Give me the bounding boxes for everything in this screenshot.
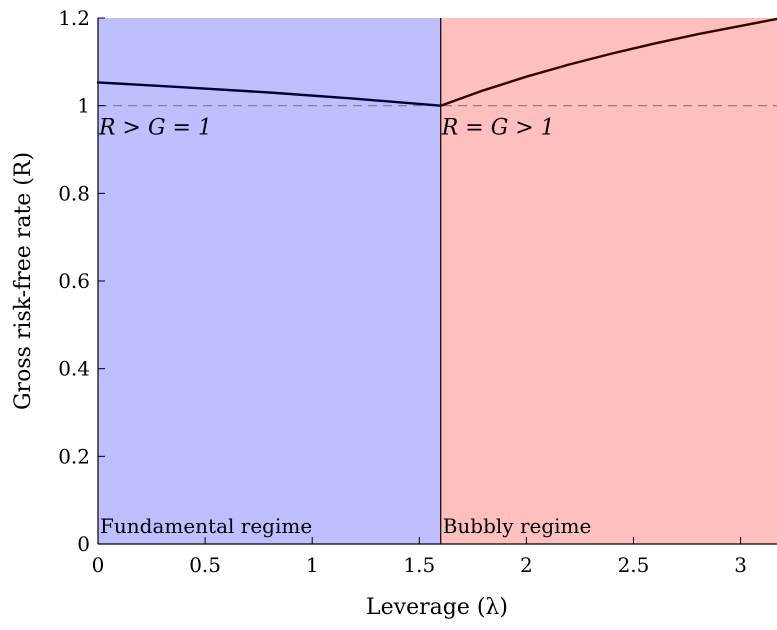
y-tick-label: 1: [77, 94, 90, 118]
y-tick-label: 0: [77, 532, 90, 556]
x-tick-label: 0.5: [189, 553, 221, 577]
series-line-1: [96, 81, 442, 107]
x-tick-label: 1.5: [403, 553, 435, 577]
regime-regions: [98, 18, 777, 544]
y-tick-label: 0.6: [58, 269, 90, 293]
x-tick-label: 3: [734, 553, 747, 577]
x-tick-label: 0: [92, 553, 105, 577]
regime-annotation: R = G > 1: [441, 116, 555, 141]
bubbly-region: [440, 18, 777, 544]
y-tick-label: 0.4: [58, 357, 90, 381]
y-tick-label: 0.2: [58, 444, 90, 468]
y-tick-label: 0.8: [58, 181, 90, 205]
x-tick-label: 2: [520, 553, 533, 577]
bubbly-regime-label: Bubbly regime: [443, 514, 592, 538]
region-labels: Fundamental regime Bubbly regime: [100, 514, 591, 538]
series-line-2: [439, 17, 777, 107]
fundamental-regime-label: Fundamental regime: [100, 514, 312, 538]
regime-annotation: R > G = 1: [98, 116, 212, 141]
x-tick-label: 2.5: [618, 553, 650, 577]
annotations: R > G = 1 R = G > 1: [98, 116, 555, 141]
y-ticks: 0 0.2 0.4 0.6 0.8 1 1.2: [58, 6, 105, 556]
series-group: [96, 17, 777, 107]
x-axis-title: Leverage (λ): [366, 595, 508, 620]
y-tick-label: 1.2: [58, 6, 90, 30]
y-axis-title: Gross risk-free rate (R): [11, 152, 36, 410]
x-tick-label: 1: [306, 553, 319, 577]
x-ticks: 0 0.5 1 1.5 2 2.5 3: [92, 537, 747, 577]
fundamental-region: [98, 18, 441, 544]
